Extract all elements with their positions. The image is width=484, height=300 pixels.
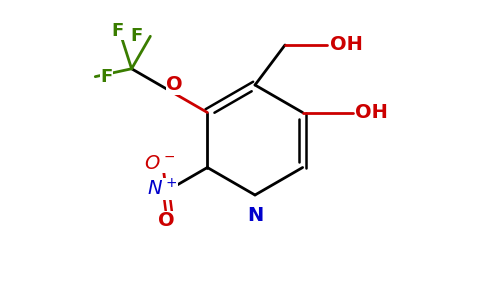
Text: OH: OH (330, 35, 363, 55)
Text: O: O (166, 76, 182, 94)
Text: $O^-$: $O^-$ (144, 154, 175, 172)
Text: N: N (247, 206, 263, 225)
Text: F: F (100, 68, 112, 86)
Text: F: F (112, 22, 124, 40)
Text: O: O (158, 212, 175, 230)
Text: $N^+$: $N^+$ (148, 178, 178, 200)
Text: F: F (130, 27, 142, 45)
Text: OH: OH (355, 103, 388, 122)
